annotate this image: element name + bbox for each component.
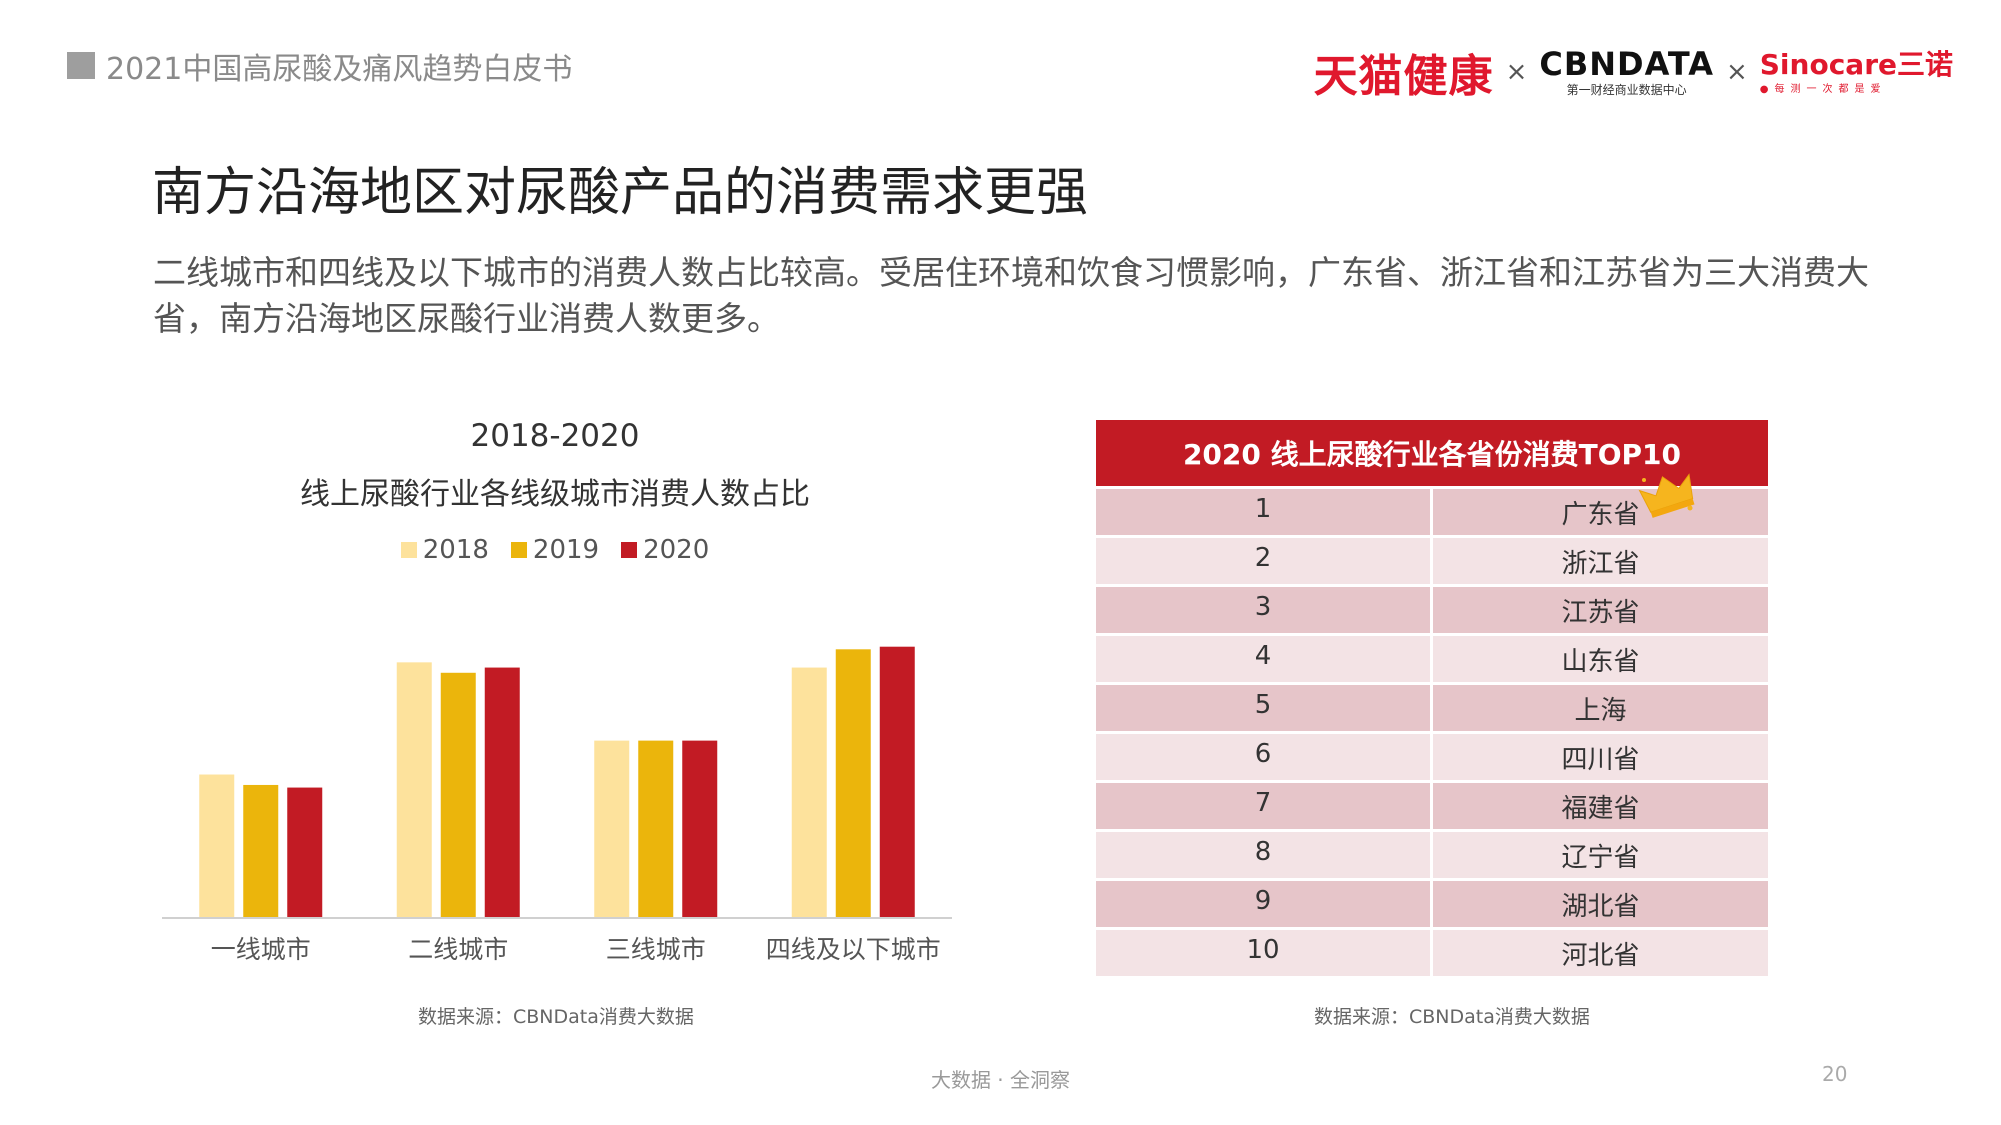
logo-separator: × <box>1725 57 1748 87</box>
province-cell: 湖北省 <box>1433 881 1768 927</box>
province-cell: 辽宁省 <box>1433 832 1768 878</box>
bar-chart: 一线城市 二线城市 三线城市 四线及以下城市 <box>162 646 952 964</box>
table-row: 6 四川省 <box>1096 734 1768 780</box>
province-cell: 河北省 <box>1433 930 1768 976</box>
x-tick-label: 三线城市 <box>606 935 706 964</box>
rank-cell: 9 <box>1096 881 1430 927</box>
province-cell: 广东省 <box>1433 489 1768 535</box>
footer-tagline: 大数据 · 全洞察 <box>930 1068 1071 1092</box>
bar-2019-2 <box>638 740 674 918</box>
table-title: 2020 线上尿酸行业各省份消费TOP10 <box>1096 420 1768 486</box>
rank-cell: 4 <box>1096 636 1430 682</box>
legend-label: 2020 <box>643 535 710 565</box>
partner-logos: 天猫健康 × CBNDATA 第一财经商业数据中心 × Sinocare三诺 ●… <box>1314 40 1953 104</box>
bar-2018-1 <box>396 662 432 918</box>
x-tick-label: 四线及以下城市 <box>766 935 941 964</box>
legend-item-2020: 2020 <box>621 535 709 565</box>
table-row: 5 上海 <box>1096 685 1768 731</box>
table-source: 数据来源：CBNData消费大数据 <box>1314 1006 1590 1028</box>
legend-swatch <box>400 542 417 558</box>
chart-title: 2018-2020 <box>470 418 640 454</box>
table-row: 1 广东省 <box>1096 489 1768 535</box>
bar-2019-0 <box>243 784 279 918</box>
bar-2019-3 <box>835 649 871 918</box>
x-tick-label: 二线城市 <box>408 935 508 964</box>
chart-subtitle: 线上尿酸行业各线级城市消费人数占比 <box>300 477 810 512</box>
legend-swatch <box>621 542 638 558</box>
report-title: 2021中国高尿酸及痛风趋势白皮书 <box>106 52 573 87</box>
page-subtitle: 二线城市和四线及以下城市的消费人数占比较高。受居住环境和饮食习惯影响，广东省、浙… <box>153 253 1869 338</box>
rank-cell: 10 <box>1096 930 1430 976</box>
province-cell: 山东省 <box>1433 636 1768 682</box>
page-number: 20 <box>1822 1062 1848 1086</box>
header-square-icon <box>67 52 95 79</box>
table-row: 2 浙江省 <box>1096 538 1768 584</box>
rank-cell: 5 <box>1096 685 1430 731</box>
rank-cell: 6 <box>1096 734 1430 780</box>
bar-2018-2 <box>594 740 630 918</box>
bar-2020-2 <box>682 740 718 918</box>
province-top10-table: 2020 线上尿酸行业各省份消费TOP10 1 广东省 2 浙江省 3 江苏省 4 山东省 5 上… <box>1096 420 1768 976</box>
province-cell: 四川省 <box>1433 734 1768 780</box>
province-cell: 福建省 <box>1433 783 1768 829</box>
rank-cell: 3 <box>1096 587 1430 633</box>
bar-2018-3 <box>791 667 827 918</box>
province-cell: 浙江省 <box>1433 538 1768 584</box>
table-row: 4 山东省 <box>1096 636 1768 682</box>
province-cell: 江苏省 <box>1433 587 1768 633</box>
rank-cell: 7 <box>1096 783 1430 829</box>
x-tick-label: 一线城市 <box>211 935 311 964</box>
rank-cell: 1 <box>1096 489 1430 535</box>
province-cell: 上海 <box>1433 685 1768 731</box>
sinocare-logo: Sinocare三诺 ●每测一次都是爱 <box>1759 47 1953 95</box>
legend-swatch <box>510 542 527 558</box>
bar-2019-1 <box>440 672 476 918</box>
table-row: 9 湖北省 <box>1096 881 1768 927</box>
table-body: 1 广东省 2 浙江省 3 江苏省 4 山东省 5 上海 6 四川省 7 福建省 8 辽宁省 9 湖北省 10 河北省 <box>1096 489 1768 976</box>
table-row: 7 福建省 <box>1096 783 1768 829</box>
table-row: 8 辽宁省 <box>1096 832 1768 878</box>
bar-2018-0 <box>199 774 235 918</box>
sinocare-logo-slogan: ●每测一次都是爱 <box>1759 83 1887 95</box>
table-row: 10 河北省 <box>1096 930 1768 976</box>
tmall-health-logo: 天猫健康 <box>1313 51 1494 102</box>
bar-2020-3 <box>879 646 915 918</box>
bar-2020-1 <box>484 667 520 918</box>
legend-label: 2019 <box>532 535 600 565</box>
sinocare-logo-text: Sinocare三诺 <box>1759 47 1953 81</box>
rank-cell: 8 <box>1096 832 1430 878</box>
cbndata-logo-subtext: 第一财经商业数据中心 <box>1566 82 1687 97</box>
cbndata-logo: CBNDATA 第一财经商业数据中心 <box>1539 47 1714 98</box>
chart-legend: 2018 2019 2020 <box>155 535 955 565</box>
legend-label: 2018 <box>422 535 489 565</box>
rank-cell: 2 <box>1096 538 1430 584</box>
cbndata-logo-text: CBNDATA <box>1539 44 1714 83</box>
legend-item-2019: 2019 <box>510 535 600 565</box>
bar-2020-0 <box>287 787 323 918</box>
crown-icon <box>1638 473 1695 518</box>
chart-source: 数据来源：CBNData消费大数据 <box>418 1006 694 1028</box>
table-row: 3 江苏省 <box>1096 587 1768 633</box>
legend-item-2018: 2018 <box>400 535 489 565</box>
page-headline: 南方沿海地区对尿酸产品的消费需求更强 <box>152 163 1089 223</box>
logo-separator: × <box>1505 57 1528 87</box>
